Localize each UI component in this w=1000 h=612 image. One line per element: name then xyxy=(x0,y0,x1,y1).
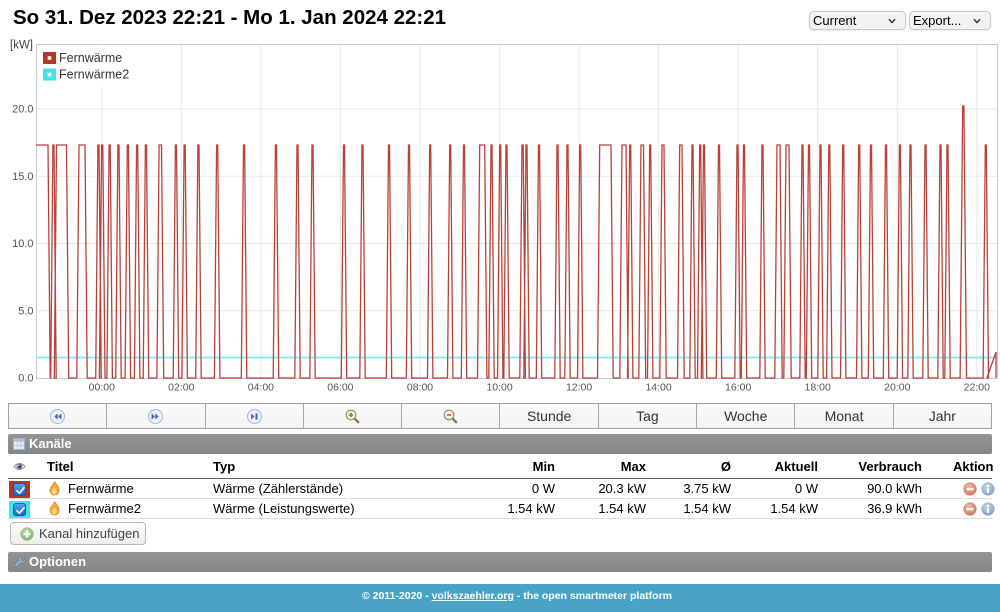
svg-text:10.0: 10.0 xyxy=(12,238,33,250)
svg-text:10:00: 10:00 xyxy=(486,382,512,394)
svg-text:5.0: 5.0 xyxy=(18,306,33,318)
svg-text:Fernwärme2: Fernwärme2 xyxy=(59,68,129,82)
svg-text:20.0: 20.0 xyxy=(12,104,33,116)
svg-text:14:00: 14:00 xyxy=(645,382,671,394)
svg-text:18:00: 18:00 xyxy=(805,382,831,394)
svg-text:16:00: 16:00 xyxy=(725,382,751,394)
svg-text:0.0: 0.0 xyxy=(18,373,33,385)
svg-text:20:00: 20:00 xyxy=(884,382,910,394)
svg-text:15.0: 15.0 xyxy=(12,171,33,183)
svg-text:06:00: 06:00 xyxy=(327,382,353,394)
svg-text:[kW]: [kW] xyxy=(10,40,33,52)
svg-text:02:00: 02:00 xyxy=(168,382,194,394)
svg-text:12:00: 12:00 xyxy=(566,382,592,394)
svg-text:08:00: 08:00 xyxy=(407,382,433,394)
svg-text:00:00: 00:00 xyxy=(89,382,115,394)
svg-text:Fernwärme: Fernwärme xyxy=(59,51,122,65)
svg-text:22:00: 22:00 xyxy=(964,382,990,394)
svg-text:04:00: 04:00 xyxy=(248,382,274,394)
